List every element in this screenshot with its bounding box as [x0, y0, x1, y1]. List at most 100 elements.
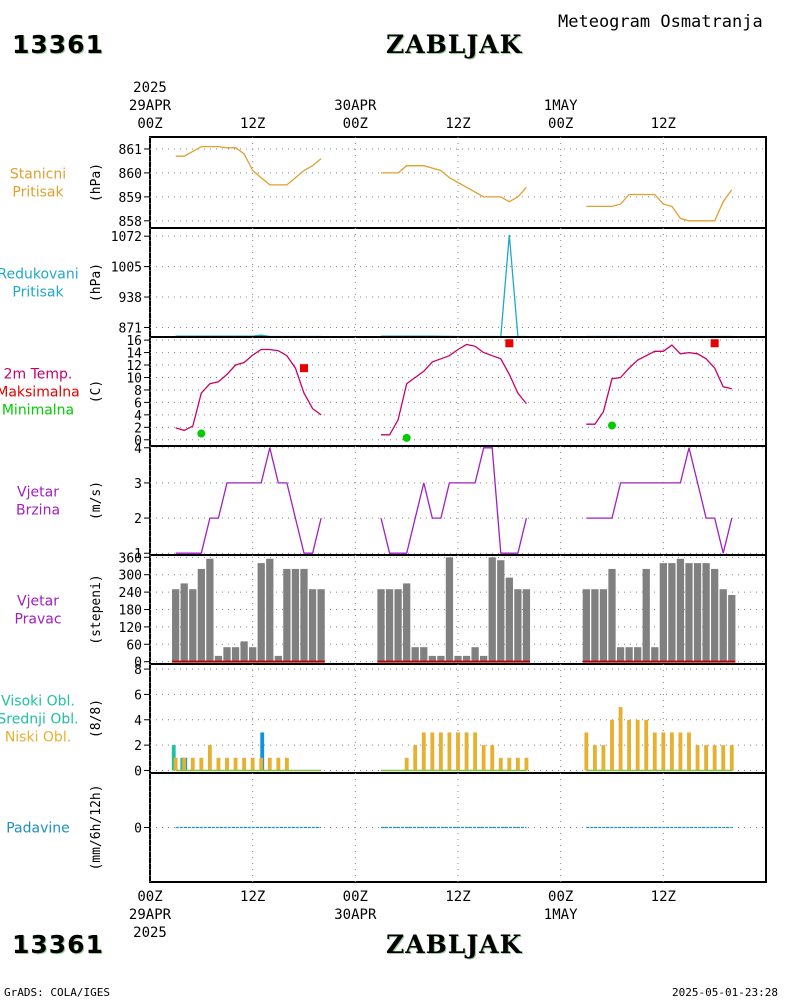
- y-tick-label: 60: [126, 638, 142, 653]
- y-tick-label: 2: [134, 421, 142, 436]
- y-tick-label: 938: [119, 291, 142, 306]
- cloud-bar-high: [171, 745, 176, 771]
- panel-title-line: Brzina: [16, 503, 60, 519]
- wind-direction-bar: [497, 560, 505, 662]
- cloud-bar-low: [712, 745, 717, 771]
- y-tick-label: 2: [134, 512, 142, 527]
- y-tick-label: 859: [119, 191, 142, 206]
- cloud-bar-low: [644, 719, 649, 771]
- y-tick-label: 0: [134, 656, 142, 671]
- panel-title-line: Stanicni: [10, 167, 66, 183]
- date-label-top: 30APR: [334, 98, 377, 114]
- wind-direction-bar: [488, 557, 496, 662]
- panel-wind_speed: 1 2 3 4 (m/s) Vjetar Brzina: [16, 442, 767, 562]
- time-tick-label-bottom: 00Z: [137, 889, 162, 905]
- temperature-line: [175, 348, 322, 432]
- y-tick-label: 10: [126, 371, 142, 386]
- y-tick-label: 240: [119, 586, 142, 601]
- cloud-bar-low: [464, 732, 469, 771]
- date-label-bottom: 30APR: [334, 907, 377, 923]
- temperature-line: [586, 344, 732, 425]
- wind-direction-bar: [377, 589, 385, 662]
- cloud-bar-low: [601, 745, 606, 771]
- y-tick-label: 8: [134, 384, 142, 399]
- cloud-bar-low: [678, 732, 683, 771]
- panel-title-line: Vjetar: [17, 485, 59, 501]
- panel-title-line: Maksimalna: [0, 385, 80, 401]
- grads-credit: GrADS: COLA/IGES: [4, 986, 110, 999]
- y-tick-label: 4: [134, 442, 142, 457]
- cloud-bar-low: [225, 757, 229, 771]
- y-tick-label: 0: [134, 822, 142, 837]
- cloud-bar-low: [610, 719, 614, 771]
- cloud-bar-low: [421, 732, 426, 771]
- wind-direction-bar: [514, 589, 522, 662]
- wind-direction-bar: [385, 589, 394, 662]
- y-tick-label: 300: [119, 569, 142, 584]
- tmax-marker: [300, 364, 308, 373]
- panel-title-line: Visoki Obl.: [1, 694, 75, 710]
- date-label-top: 1MAY: [544, 98, 578, 114]
- wind-direction-bar: [420, 647, 428, 662]
- city-footer: ZABLJAK: [386, 930, 523, 959]
- wind-direction-bar: [403, 583, 411, 662]
- cloud-bar-low: [284, 757, 289, 771]
- y-tick-label: 6: [134, 396, 142, 411]
- wind_speed-line: [586, 447, 733, 554]
- wind-direction-bar: [308, 589, 317, 662]
- wind-direction-bar: [668, 563, 676, 662]
- panel-pressure: 858 859 860 861 (hPa) Stanicni Pritisak: [10, 136, 767, 230]
- wind-direction-bar: [702, 563, 710, 662]
- time-tick-label-top: 00Z: [548, 116, 573, 132]
- wind-direction-bar: [462, 655, 471, 662]
- wind-direction-bar: [711, 568, 719, 662]
- panel-title-line: Minimalna: [2, 403, 74, 419]
- y-axis-label: (mm/6h/12h): [89, 784, 104, 870]
- panel-precipitation: 0 (mm/6h/12h) Padavine: [6, 772, 767, 883]
- date-label-bottom: 1MAY: [544, 907, 578, 923]
- panel-cloud_cover: 0 2 4 6 8 (8/8) Visoki Obl. Srednji Obl. Niski O…: [0, 663, 767, 779]
- cloud-bar-low: [233, 757, 238, 771]
- meteogram-subtitle: Meteogram Osmatranja: [558, 12, 763, 32]
- wind-direction-bar: [214, 655, 223, 662]
- wind-direction-bar: [625, 647, 633, 662]
- tmin-marker: [608, 421, 616, 430]
- panel-title-line: Pritisak: [12, 285, 64, 301]
- wind-direction-bar: [582, 589, 590, 662]
- y-tick-label: 1072: [111, 230, 142, 245]
- tmin-marker: [197, 429, 206, 438]
- year-label-bottom: 2025: [133, 925, 167, 941]
- wind-direction-bar: [454, 655, 462, 662]
- cloud-bar-low: [413, 745, 418, 771]
- wind-direction-bar: [505, 577, 513, 662]
- time-tick-label-bottom: 12Z: [651, 889, 676, 905]
- wind-direction-bar: [676, 558, 685, 662]
- wind-direction-bar: [599, 589, 608, 662]
- city-header: ZABLJAK: [386, 30, 523, 59]
- cloud-bar-low: [687, 732, 691, 771]
- wind-direction-bar: [172, 589, 180, 662]
- y-tick-label: 3: [134, 477, 142, 492]
- wind-direction-bar: [231, 647, 240, 662]
- y-axis-label: (m/s): [89, 481, 104, 520]
- cloud-bar-low: [404, 757, 409, 771]
- tmax-marker: [710, 339, 719, 348]
- timestamp: 2025-05-01-23:28: [672, 986, 778, 999]
- cloud-bar-low: [259, 757, 264, 771]
- wind_speed-line: [380, 447, 528, 554]
- cloud-bar-low: [498, 757, 503, 771]
- y-tick-label: 8: [134, 663, 142, 678]
- panel-reduced_pressure: 871 938 1005 1072 (hPa) Redukovani Pritisak: [0, 227, 767, 338]
- wind-direction-bar: [642, 568, 650, 662]
- y-axis-label: (hPa): [89, 163, 104, 202]
- y-tick-label: 4: [134, 714, 142, 729]
- time-tick-label-top: 00Z: [343, 116, 368, 132]
- cloud-bar-low: [447, 732, 452, 771]
- wind-direction-bar: [317, 589, 325, 662]
- y-tick-label: 1005: [111, 261, 142, 276]
- cloud-bar-low: [490, 745, 495, 771]
- wind-direction-bar: [206, 558, 214, 662]
- y-tick-label: 860: [119, 167, 142, 182]
- cloud-bar-low: [515, 757, 520, 771]
- y-axis-label: (8/8): [89, 699, 104, 738]
